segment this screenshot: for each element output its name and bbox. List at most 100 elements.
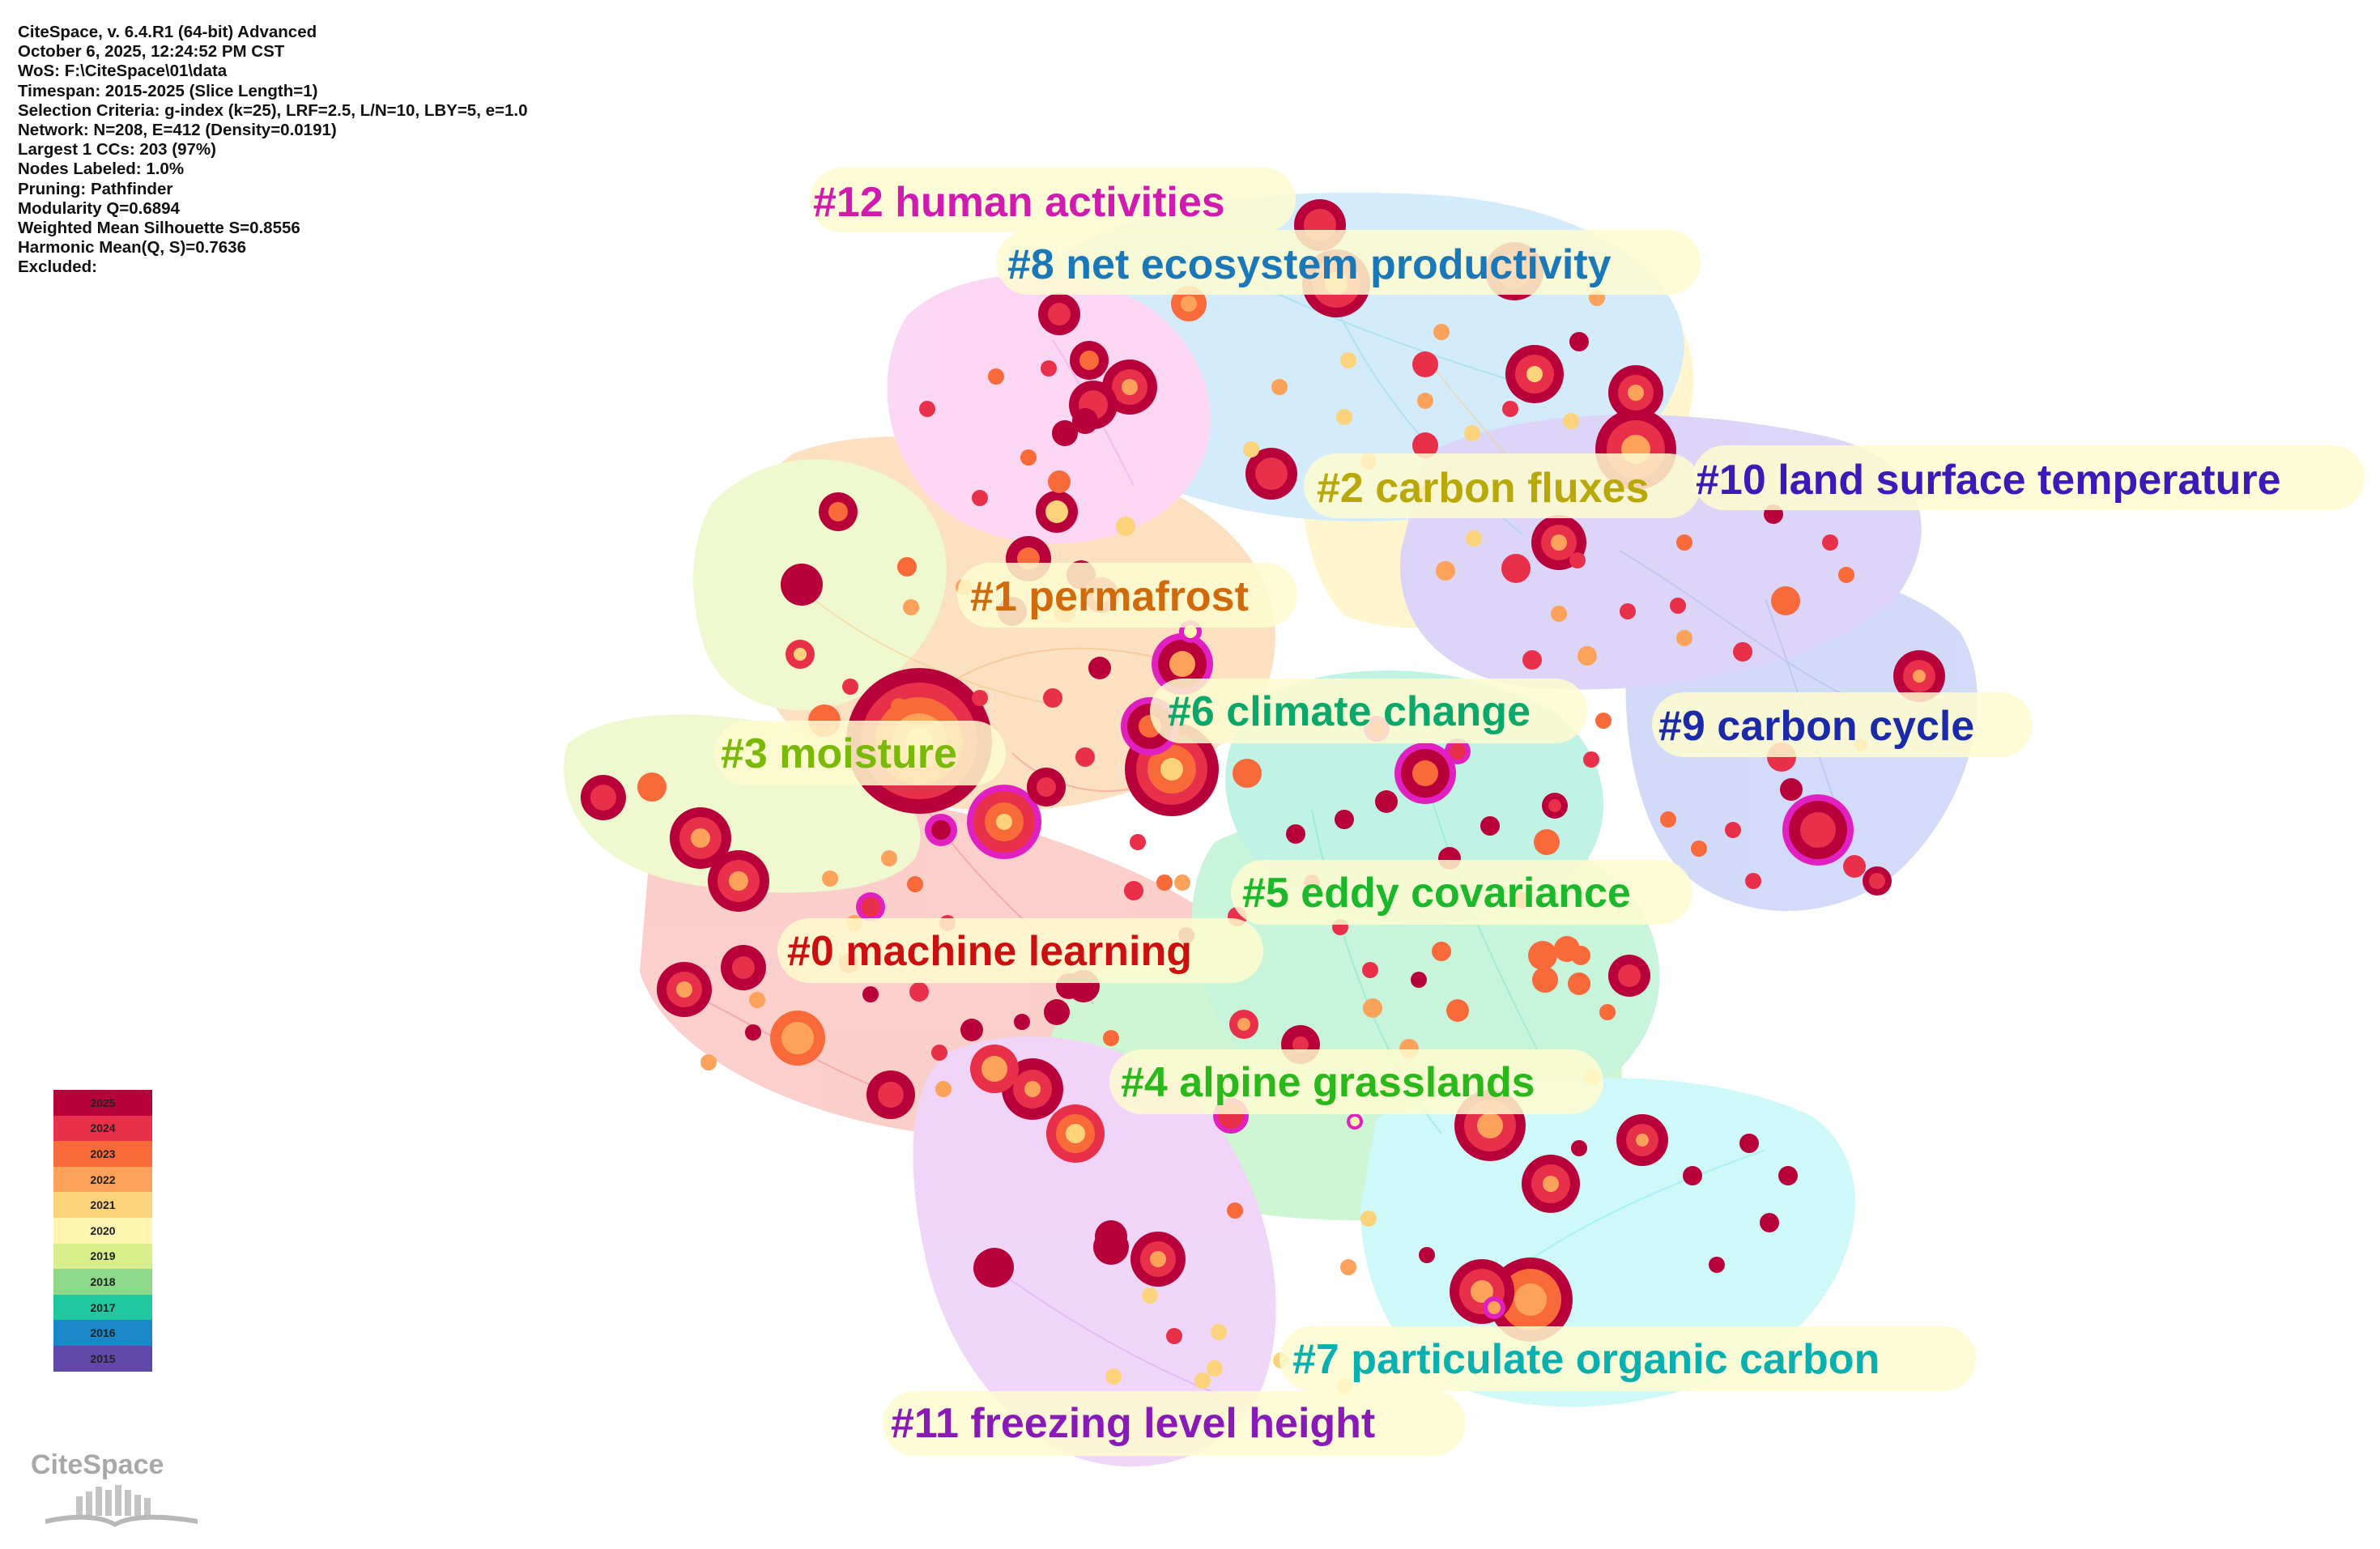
node[interactable] [1436, 561, 1455, 581]
node[interactable] [1044, 999, 1070, 1025]
node[interactable] [1417, 393, 1433, 409]
node[interactable] [1501, 554, 1531, 583]
node[interactable] [1464, 425, 1480, 441]
node[interactable] [1522, 1155, 1580, 1213]
node[interactable] [891, 698, 907, 714]
node[interactable] [1375, 790, 1398, 813]
node[interactable] [1116, 517, 1135, 536]
node[interactable] [1020, 449, 1037, 466]
node[interactable] [1070, 341, 1109, 380]
node[interactable] [1043, 688, 1062, 708]
node[interactable] [1271, 379, 1288, 395]
node[interactable] [1445, 738, 1471, 764]
node[interactable] [862, 986, 879, 1002]
node[interactable] [1483, 1296, 1505, 1319]
node[interactable] [1335, 810, 1354, 829]
node[interactable] [1620, 603, 1636, 619]
node[interactable] [749, 992, 765, 1008]
node[interactable] [1229, 1010, 1258, 1039]
node[interactable] [1843, 855, 1866, 878]
node[interactable] [1002, 1058, 1063, 1120]
node[interactable] [1780, 778, 1803, 801]
node[interactable] [1608, 955, 1650, 997]
node[interactable] [897, 557, 917, 577]
cluster-label-11[interactable]: #11 freezing level height [883, 1391, 1466, 1456]
node[interactable] [1233, 759, 1262, 788]
node[interactable] [1542, 793, 1568, 819]
node[interactable] [1709, 1257, 1725, 1273]
node[interactable] [970, 1045, 1019, 1093]
node[interactable] [770, 1011, 825, 1066]
node[interactable] [1863, 866, 1892, 896]
node[interactable] [866, 1070, 915, 1119]
node[interactable] [657, 962, 712, 1017]
node[interactable] [856, 892, 885, 921]
node[interactable] [903, 599, 919, 615]
node[interactable] [1194, 1372, 1211, 1389]
node[interactable] [1893, 650, 1945, 702]
node[interactable] [1394, 743, 1456, 804]
node[interactable] [1286, 824, 1305, 844]
node[interactable] [1156, 875, 1173, 891]
node[interactable] [1739, 1134, 1759, 1153]
node[interactable] [1450, 1259, 1514, 1324]
node[interactable] [1502, 401, 1518, 417]
node[interactable] [1725, 822, 1741, 838]
node[interactable] [1745, 873, 1761, 889]
node[interactable] [1052, 420, 1078, 446]
node[interactable] [1105, 1368, 1122, 1385]
node[interactable] [781, 564, 823, 606]
node[interactable] [1014, 1014, 1030, 1030]
node[interactable] [1528, 941, 1557, 970]
node[interactable] [1088, 657, 1111, 679]
node[interactable] [1041, 360, 1057, 377]
node[interactable] [708, 850, 769, 912]
node[interactable] [972, 490, 988, 506]
node[interactable] [1142, 1287, 1158, 1304]
node[interactable] [1691, 840, 1707, 857]
node[interactable] [1095, 1220, 1127, 1253]
node[interactable] [881, 850, 897, 866]
node[interactable] [967, 785, 1041, 859]
node[interactable] [1174, 875, 1190, 891]
node[interactable] [1778, 1166, 1798, 1185]
node[interactable] [1571, 1140, 1587, 1156]
node[interactable] [1075, 747, 1095, 767]
node[interactable] [1822, 534, 1838, 551]
node[interactable] [1466, 530, 1482, 547]
node[interactable] [1569, 332, 1589, 351]
node[interactable] [1532, 967, 1558, 993]
node[interactable] [1522, 650, 1542, 670]
node[interactable] [1166, 1328, 1182, 1344]
node[interactable] [1340, 352, 1356, 368]
node[interactable] [1568, 972, 1590, 995]
node[interactable] [1660, 811, 1676, 828]
node[interactable] [637, 772, 666, 802]
node[interactable] [1412, 432, 1438, 458]
node[interactable] [1207, 1360, 1223, 1377]
node[interactable] [1433, 324, 1450, 340]
cluster-label-7[interactable]: #7 particulate organic carbon [1279, 1326, 1976, 1391]
node[interactable] [1347, 1113, 1363, 1130]
node[interactable] [1036, 491, 1078, 533]
node[interactable] [1072, 408, 1098, 434]
node[interactable] [1446, 999, 1469, 1022]
node[interactable] [1432, 942, 1451, 961]
cluster-label-0[interactable]: #0 machine learning [777, 918, 1263, 983]
node[interactable] [1363, 998, 1382, 1018]
node[interactable] [745, 1024, 761, 1040]
node[interactable] [1670, 598, 1686, 614]
cluster-label-8[interactable]: #8 net ecosystem productivity [996, 230, 1701, 295]
node[interactable] [1683, 1166, 1702, 1185]
node[interactable] [909, 982, 929, 1002]
node[interactable] [1760, 1213, 1779, 1232]
node[interactable] [1608, 365, 1663, 420]
cluster-label-2[interactable]: #2 carbon fluxes [1304, 453, 1701, 518]
node[interactable] [1130, 834, 1146, 850]
node[interactable] [1243, 441, 1259, 457]
node[interactable] [1336, 409, 1352, 425]
node[interactable] [1569, 552, 1586, 568]
node[interactable] [1595, 713, 1612, 729]
node[interactable] [1782, 794, 1854, 866]
node[interactable] [581, 775, 626, 820]
